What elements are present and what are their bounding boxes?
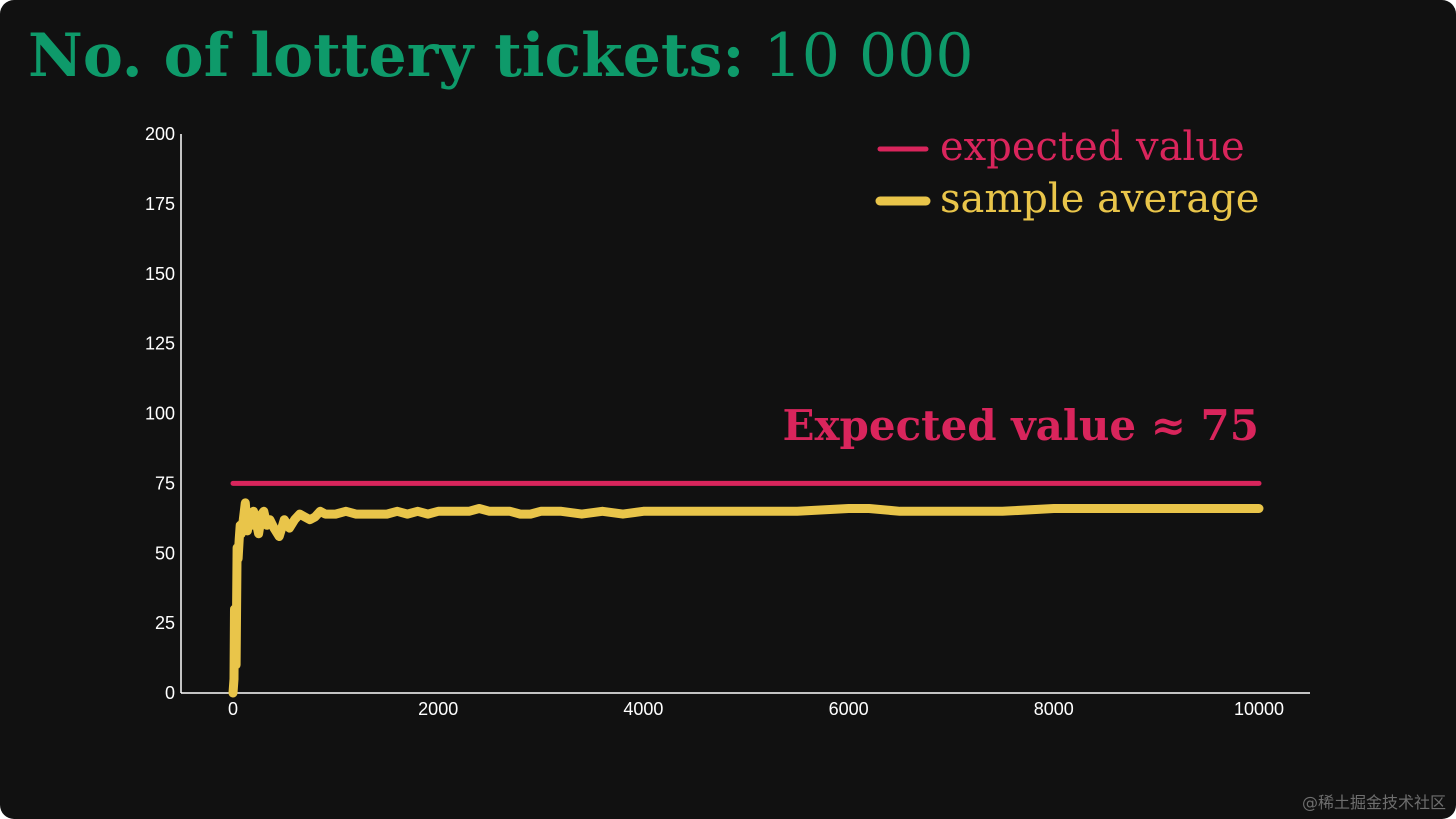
legend: expected value sample average: [875, 124, 1259, 222]
x-tick-label: 2000: [418, 699, 458, 719]
title-label: No. of lottery tickets:: [28, 21, 745, 91]
ticket-count: 10 000: [763, 21, 974, 91]
axes: [180, 134, 1310, 694]
series-lines: [228, 480, 1264, 698]
y-tick-label: 125: [145, 334, 175, 354]
watermark: @稀土掘金技术社区: [1301, 793, 1446, 812]
y-tick-label: 0: [165, 683, 175, 703]
y-tick-label: 175: [145, 194, 175, 214]
x-tick-label: 8000: [1034, 699, 1074, 719]
y-tick-label: 150: [145, 264, 175, 284]
y-tick-label: 75: [155, 473, 175, 493]
legend-expected-label: expected value: [940, 124, 1245, 170]
x-tick-label: 4000: [623, 699, 663, 719]
x-tick-label: 6000: [829, 699, 869, 719]
x-tick-label: 10000: [1234, 699, 1284, 719]
legend-sample-label: sample average: [940, 176, 1259, 222]
expected-value-annotation: Expected value ≈ 75: [782, 401, 1259, 450]
y-tick-label: 50: [155, 543, 175, 563]
y-tick-label: 100: [145, 404, 175, 424]
chart-title: No. of lottery tickets: 10 000: [28, 18, 974, 94]
y-tick-label: 25: [155, 613, 175, 633]
y-tick-label: 200: [145, 124, 175, 144]
x-tick-label: 0: [228, 699, 238, 719]
sample-average-line: [228, 498, 1264, 698]
